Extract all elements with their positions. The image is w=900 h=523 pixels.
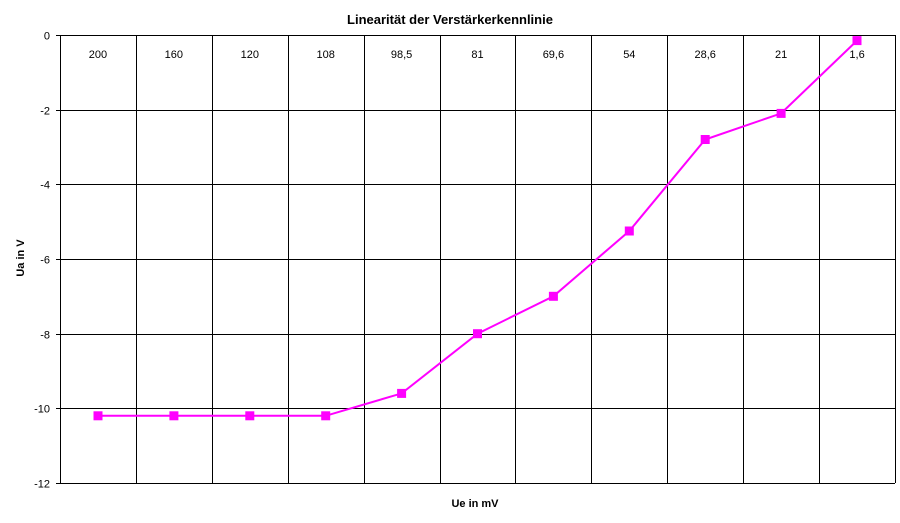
x-tick-label: 21 <box>775 49 787 61</box>
y-tick-label: -10 <box>34 404 50 416</box>
chart-title: Linearität der Verstärkerkennlinie <box>347 12 553 27</box>
x-tick-label: 98,5 <box>391 49 412 61</box>
x-tick-label: 81 <box>471 49 483 61</box>
data-point <box>93 411 103 421</box>
y-axis-title: Ua in V <box>15 239 27 277</box>
data-point <box>624 226 634 236</box>
data-point <box>776 108 786 118</box>
data-point <box>548 291 558 301</box>
x-tick-label: 1,6 <box>849 49 864 61</box>
data-point <box>321 411 331 421</box>
axes <box>56 35 61 484</box>
x-tick-labels: 200 160 120 108 98,5 81 69,6 54 28,6 21 1,6 <box>89 49 865 61</box>
y-tick-label: -8 <box>40 330 50 342</box>
x-tick-label: 28,6 <box>695 49 716 61</box>
x-axis-title: Ue in mV <box>451 498 499 510</box>
y-tick-label: -2 <box>40 106 50 118</box>
data-point <box>397 388 407 398</box>
x-tick-label: 120 <box>241 49 259 61</box>
x-tick-label: 160 <box>165 49 183 61</box>
y-tick-label: -12 <box>34 479 50 491</box>
data-point <box>169 411 179 421</box>
series <box>93 36 862 421</box>
y-tick-labels: 0 -2 -4 -6 -8 -10 -12 <box>34 31 50 491</box>
x-tick-label: 108 <box>317 49 335 61</box>
y-tick-label: 0 <box>44 31 50 43</box>
data-point <box>245 411 255 421</box>
data-point <box>473 329 482 339</box>
x-tick-label: 54 <box>623 49 635 61</box>
y-tick-label: -6 <box>40 255 50 267</box>
y-tick-label: -4 <box>40 180 50 192</box>
x-tick-label: 69,6 <box>543 49 564 61</box>
x-tick-label: 200 <box>89 49 107 61</box>
data-point <box>852 36 862 46</box>
data-point <box>700 135 710 144</box>
